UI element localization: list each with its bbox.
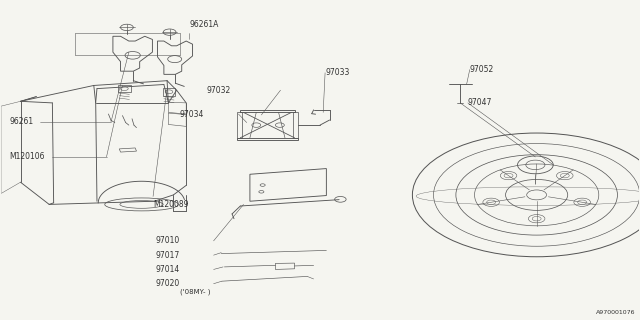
Text: 97052: 97052	[470, 65, 494, 74]
Text: 96261: 96261	[10, 117, 34, 126]
Text: 97010: 97010	[156, 236, 180, 245]
Text: 97047: 97047	[468, 99, 492, 108]
Text: 97034: 97034	[180, 109, 204, 118]
Text: ('08MY- ): ('08MY- )	[180, 288, 211, 295]
Text: M120106: M120106	[10, 152, 45, 161]
Text: 97014: 97014	[156, 265, 180, 274]
Text: 97033: 97033	[325, 68, 349, 77]
Text: 96261A: 96261A	[189, 20, 219, 29]
Text: A970001076: A970001076	[596, 310, 636, 316]
Text: 97020: 97020	[156, 279, 180, 288]
Text: M120089: M120089	[153, 200, 189, 209]
Text: 97032: 97032	[207, 86, 231, 95]
Text: 97017: 97017	[156, 251, 180, 260]
